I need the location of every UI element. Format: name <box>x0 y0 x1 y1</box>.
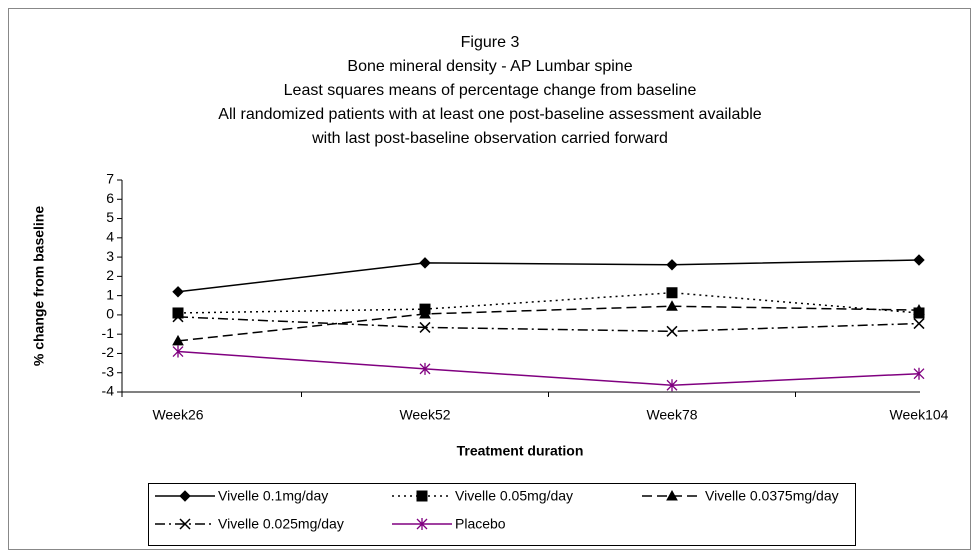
y-axis-label: % change from baseline <box>31 206 47 366</box>
y-tick-label: 2 <box>106 267 114 283</box>
y-tick-label: -2 <box>102 344 115 360</box>
legend-box <box>148 483 856 546</box>
point <box>666 325 678 337</box>
legend-label: Vivelle 0.1mg/day <box>218 488 328 504</box>
series-line <box>177 259 920 293</box>
point <box>172 307 184 319</box>
chart-title: with last post-baseline observation carr… <box>311 130 668 147</box>
chart-border <box>8 8 971 550</box>
legend-label: Vivelle 0.0375mg/day <box>705 488 839 504</box>
chart-title: Bone mineral density - AP Lumbar spine <box>347 58 632 75</box>
point <box>666 300 678 311</box>
point <box>913 254 925 266</box>
x-tick-label: Week104 <box>890 407 949 423</box>
x-tick-label: Week52 <box>399 407 450 423</box>
legend-label: Vivelle 0.025mg/day <box>218 516 344 532</box>
y-tick-label: 3 <box>106 248 114 264</box>
point <box>419 257 431 269</box>
point <box>666 379 678 392</box>
x-axis-label: Treatment duration <box>457 443 584 459</box>
point <box>419 362 431 375</box>
y-tick-label: 5 <box>106 209 114 225</box>
legend-label: Vivelle 0.05mg/day <box>455 488 573 504</box>
chart-title: Figure 3 <box>461 34 520 51</box>
legend-label: Placebo <box>455 516 506 532</box>
legend-marker <box>416 490 428 502</box>
point <box>666 287 678 299</box>
point <box>913 318 925 330</box>
point <box>913 367 925 380</box>
series-line <box>177 350 920 387</box>
x-tick-label: Week78 <box>646 407 697 423</box>
series-line <box>177 291 920 314</box>
y-tick-label: -3 <box>102 363 115 379</box>
y-tick-label: 1 <box>106 286 114 302</box>
y-tick-label: -1 <box>102 325 115 341</box>
chart-title: All randomized patients with at least on… <box>218 106 762 123</box>
point <box>419 321 431 333</box>
y-tick-label: 7 <box>106 171 114 187</box>
y-tick-label: 6 <box>106 190 114 206</box>
legend-marker <box>666 489 678 501</box>
x-tick-label: Week26 <box>152 407 203 423</box>
legend-marker <box>416 518 428 530</box>
point <box>666 259 678 271</box>
point <box>172 286 184 298</box>
legend-marker <box>179 518 191 530</box>
point <box>172 345 184 358</box>
y-tick-label: 4 <box>106 229 114 245</box>
y-tick-label: 0 <box>106 306 114 322</box>
point <box>913 304 925 315</box>
point <box>172 311 184 323</box>
point <box>419 307 431 319</box>
y-tick-label: -4 <box>102 383 115 399</box>
legend-marker <box>179 490 191 502</box>
series-line <box>177 305 920 342</box>
chart-title: Least squares means of percentage change… <box>284 82 697 99</box>
series-line <box>177 316 920 333</box>
point <box>172 334 184 346</box>
